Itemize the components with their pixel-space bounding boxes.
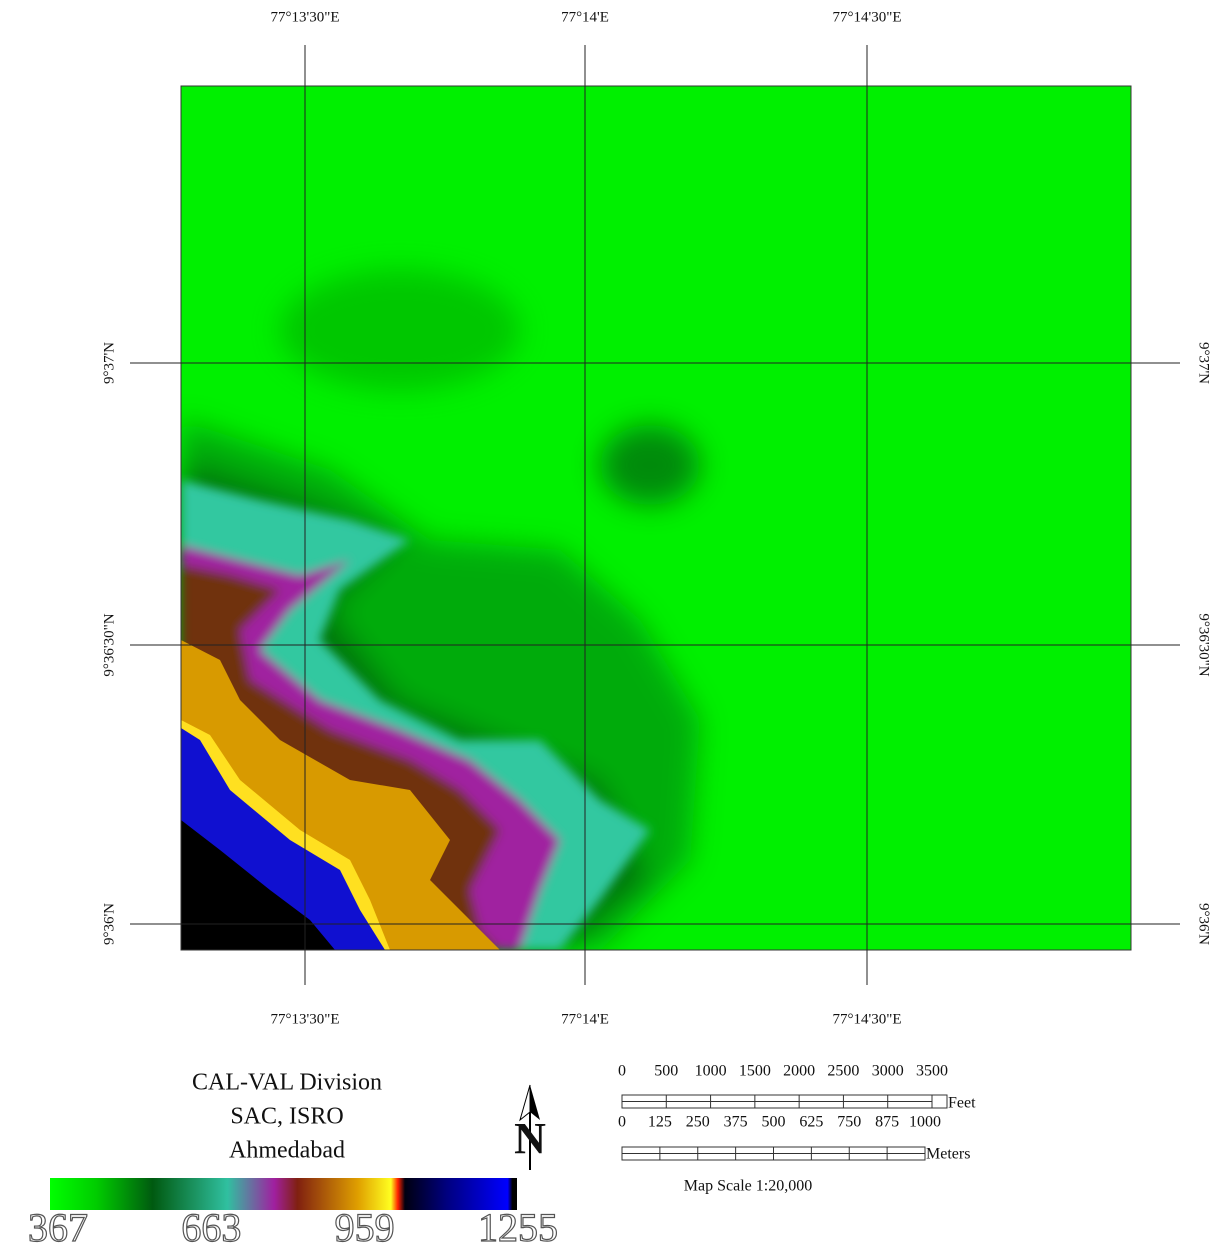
scale-label: 375 — [724, 1114, 748, 1131]
scale-label: 1500 — [739, 1063, 771, 1080]
scale-label: 500 — [654, 1063, 678, 1080]
page: {"grid": {"top_labels": ["77°13'30\"E", … — [0, 0, 1216, 1254]
scale-unit: Meters — [926, 1146, 970, 1163]
latitude-label: 9°36'30"N — [1196, 613, 1212, 676]
scale-label: 3500 — [916, 1063, 948, 1080]
scale-unit: Feet — [948, 1095, 976, 1112]
scale-label: 2500 — [827, 1063, 859, 1080]
elevation-raster — [181, 86, 1131, 950]
scale-label: 1000 — [909, 1114, 941, 1131]
legend-label: 1255 — [478, 1205, 558, 1250]
latitude-label: 9°37'N — [101, 342, 117, 384]
credit-line: CAL-VAL Division — [192, 1070, 382, 1096]
scale-label: 0 — [618, 1063, 626, 1080]
longitude-label: 77°13'30"E — [271, 1011, 340, 1027]
scale-label: 250 — [686, 1114, 710, 1131]
longitude-label: 77°13'30"E — [271, 9, 340, 25]
scale-label: 625 — [799, 1114, 823, 1131]
longitude-label: 77°14'30"E — [833, 1011, 902, 1027]
scale-label: 125 — [648, 1114, 672, 1131]
scale-label: 3000 — [872, 1063, 904, 1080]
scale-label: 2000 — [783, 1063, 815, 1080]
longitude-label: 77°14'30"E — [833, 9, 902, 25]
scale-label: 1000 — [695, 1063, 727, 1080]
legend-ramp — [50, 1178, 517, 1210]
scale-label: 875 — [875, 1114, 899, 1131]
latitude-label: 9°36'30"N — [101, 613, 117, 676]
legend-label: 663 — [181, 1205, 241, 1250]
north-label: N — [514, 1114, 546, 1163]
legend-label: 367 — [28, 1205, 88, 1250]
latitude-label: 9°36'N — [101, 903, 117, 945]
legend-label: 959 — [335, 1205, 395, 1250]
scale-text: Map Scale 1:20,000 — [684, 1178, 812, 1195]
latitude-label: 9°36'N — [1196, 903, 1212, 945]
map: 77°13'30"E 77°14'E 77°14'30"E 77°13'30"E… — [0, 0, 1216, 1254]
credit-line: SAC, ISRO — [230, 1104, 343, 1130]
longitude-label: 77°14'E — [561, 1011, 609, 1027]
north-arrow: N — [514, 1085, 546, 1170]
longitude-label: 77°14'E — [561, 9, 609, 25]
scale-label: 750 — [837, 1114, 861, 1131]
scale-label: 0 — [618, 1114, 626, 1131]
credit-line: Ahmedabad — [229, 1138, 345, 1164]
latitude-label: 9°37'N — [1196, 342, 1212, 384]
scale-label: 500 — [762, 1114, 786, 1131]
